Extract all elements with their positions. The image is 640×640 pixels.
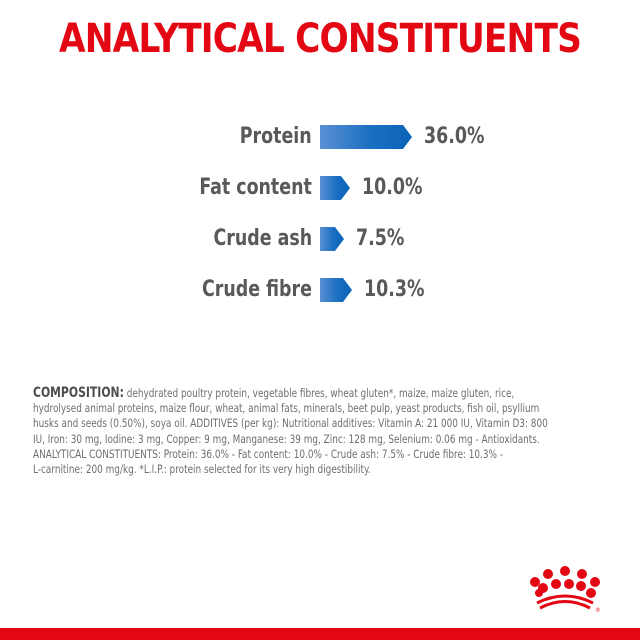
row-label: Crude fibre xyxy=(202,277,312,302)
page-title: ANALYTICAL CONSTITUENTS xyxy=(58,16,582,62)
bar-fat-content xyxy=(320,176,350,200)
composition-heading: COMPOSITION: xyxy=(33,385,124,401)
bar-crude-ash xyxy=(320,227,344,251)
row-label: Protein xyxy=(240,124,312,149)
chart-row-crude-ash: Crude ash 7.5% xyxy=(0,225,640,253)
chart-row-crude-fibre: Crude fibre 10.3% xyxy=(0,276,640,304)
composition-line: dehydrated poultry protein, vegetable fi… xyxy=(123,386,515,400)
registered-mark: ® xyxy=(595,607,600,614)
composition-line: husks and seeds (0.50%), soya oil. ADDIT… xyxy=(33,416,548,431)
composition-line: hydrolysed animal proteins, maize flour,… xyxy=(33,401,540,416)
row-label: Crude ash xyxy=(213,226,312,251)
row-value: 7.5% xyxy=(356,226,405,251)
chart-row-protein: Protein 36.0% xyxy=(0,123,640,151)
bar-crude-fibre xyxy=(320,278,352,302)
row-value: 10.3% xyxy=(364,277,425,302)
bar-protein xyxy=(320,125,412,149)
composition-text: COMPOSITION: dehydrated poultry protein,… xyxy=(33,385,583,477)
row-value: 36.0% xyxy=(424,124,485,149)
footer-band xyxy=(0,628,640,640)
composition-line: IU, Iron: 30 mg, Iodine: 3 mg, Copper: 9… xyxy=(33,431,540,446)
composition-line: ANALYTICAL CONSTITUENTS: Protein: 36.0% … xyxy=(33,446,504,461)
chart-row-fat-content: Fat content 10.0% xyxy=(0,174,640,202)
row-value: 10.0% xyxy=(362,175,423,200)
crown-icon: ® xyxy=(530,566,600,614)
composition-line: L-carnitine: 200 mg/kg. *L.I.P.: protein… xyxy=(33,462,371,477)
row-label: Fat content xyxy=(199,175,312,200)
